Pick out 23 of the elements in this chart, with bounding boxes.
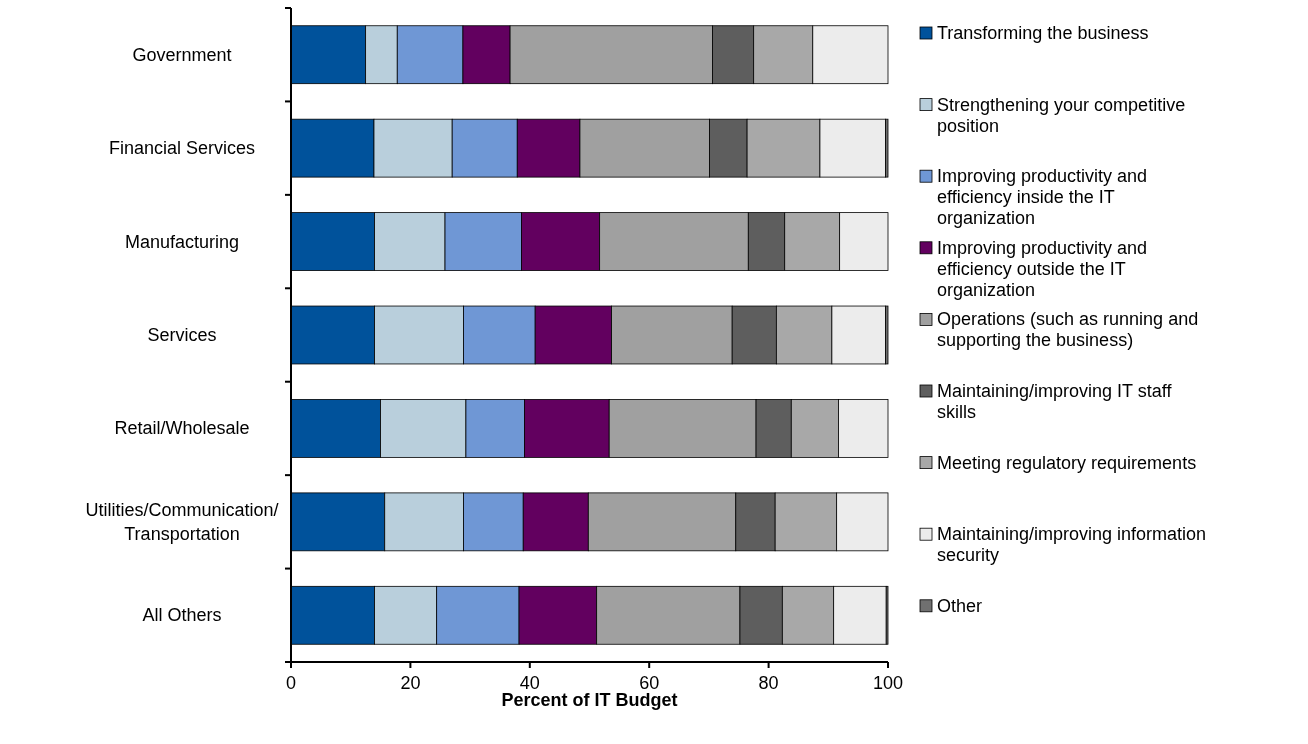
y-tick-label: All Others	[142, 605, 222, 626]
y-tick-label: Utilities/Communication/Transportation	[85, 499, 279, 544]
legend-label: Strengthening your competitive position	[937, 94, 1186, 136]
y-tick-label: Financial Services	[108, 138, 256, 159]
x-tick-label: 60	[639, 673, 660, 693]
legend-label: Meeting regulatory requirements	[937, 452, 1197, 473]
x-axis-title: Percent of IT Budget	[501, 690, 678, 710]
legend-label: Other	[937, 595, 983, 616]
y-tick-label: Services	[147, 325, 217, 345]
x-tick-label: 0	[285, 673, 297, 693]
y-tick-label: Retail/Wholesale	[114, 418, 250, 439]
legend-label: Maintaining/improving information security	[937, 524, 1207, 566]
legend-label: Improving productivity and efficiency outside the IT organization	[937, 237, 1148, 300]
x-tick-label: 20	[400, 673, 421, 693]
legend-label: Operations (such as running and supporting the business)	[937, 309, 1199, 351]
legend-label: Transforming the business	[937, 23, 1149, 43]
x-tick-label: 80	[758, 673, 779, 693]
y-tick-label: Government	[132, 44, 232, 65]
y-tick-label: Manufacturing	[124, 231, 240, 252]
x-tick-label: 40	[519, 673, 540, 693]
legend-label: Improving productivity and efficiency inside the IT organization	[937, 166, 1148, 229]
legend-label: Maintaining/improving IT staff skills	[937, 381, 1173, 422]
x-tick-label: 100	[872, 673, 904, 693]
